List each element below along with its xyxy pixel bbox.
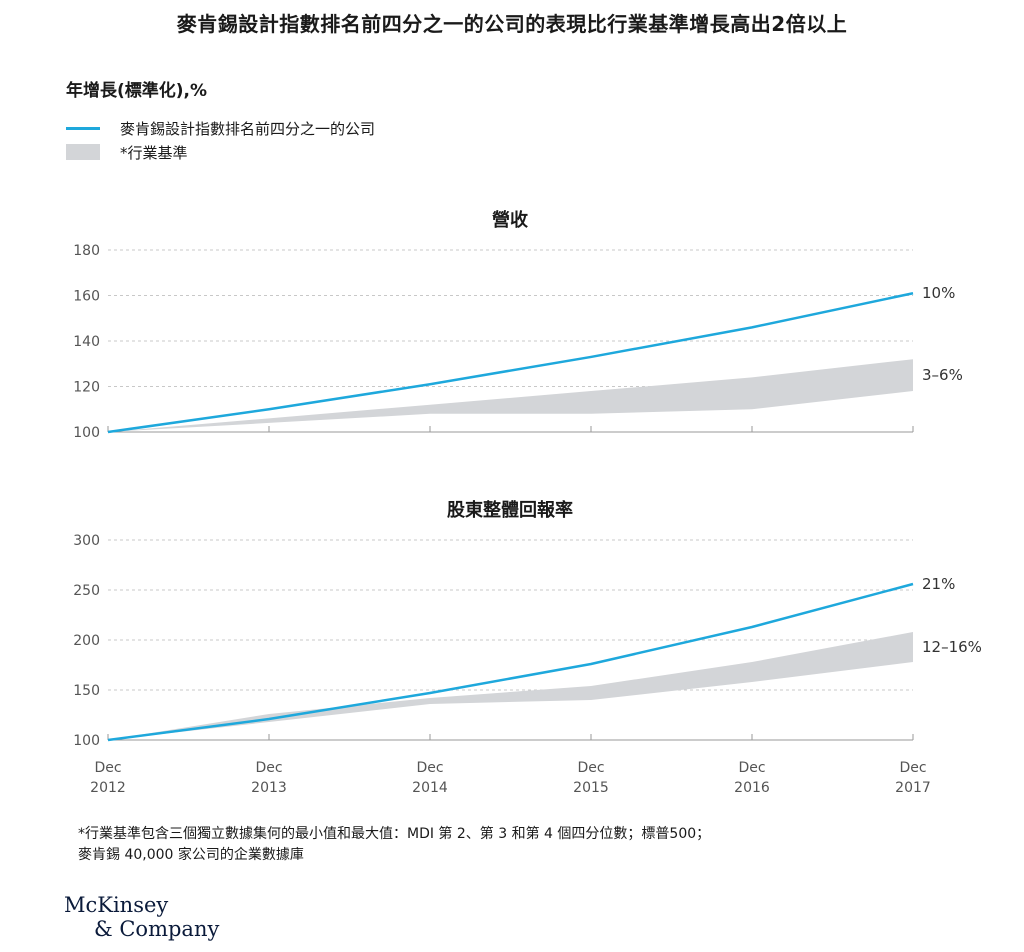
logo-line-1: McKinsey	[64, 893, 219, 917]
y-tick-label: 140	[73, 334, 100, 350]
band-end-label: 12–16%	[922, 638, 982, 656]
y-tick-label: 120	[73, 380, 100, 396]
band-end-label: 3–6%	[922, 366, 963, 384]
x-tick-year: 2015	[573, 780, 609, 796]
x-tick-month: Dec	[255, 760, 282, 776]
x-tick-year: 2017	[895, 780, 931, 796]
y-tick-label: 100	[73, 733, 100, 749]
x-tick-month: Dec	[94, 760, 121, 776]
line-end-label: 10%	[922, 284, 955, 302]
x-tick-month: Dec	[577, 760, 604, 776]
footnote-line-1: *行業基準包含三個獨立數據集何的最小值和最大值：MDI 第 2、第 3 和第 4…	[78, 824, 710, 845]
y-tick-label: 160	[73, 289, 100, 305]
x-tick-month: Dec	[738, 760, 765, 776]
x-tick-year: 2012	[90, 780, 126, 796]
y-tick-label: 250	[73, 583, 100, 599]
x-tick-year: 2013	[251, 780, 287, 796]
footnote-line-2: 麥肯錫 40,000 家公司的企業數據庫	[78, 845, 710, 866]
x-tick-month: Dec	[416, 760, 443, 776]
chart-title: 股東整體回報率	[446, 499, 573, 521]
mckinsey-logo: McKinsey & Company	[64, 893, 219, 941]
x-tick-month: Dec	[899, 760, 926, 776]
y-tick-label: 150	[73, 683, 100, 699]
chart-title: 營收	[492, 209, 528, 231]
line-end-label: 21%	[922, 575, 955, 593]
y-tick-label: 100	[73, 425, 100, 441]
x-tick-year: 2014	[412, 780, 448, 796]
y-tick-label: 180	[73, 243, 100, 259]
x-tick-year: 2016	[734, 780, 770, 796]
y-tick-label: 200	[73, 633, 100, 649]
logo-line-2: & Company	[64, 917, 219, 941]
footnote: *行業基準包含三個獨立數據集何的最小值和最大值：MDI 第 2、第 3 和第 4…	[78, 824, 710, 866]
charts-canvas: 營收 100 120 140 160 180 10% 3–6% 股東整體回報率 100 150 200…	[0, 0, 1024, 952]
y-tick-label: 300	[73, 533, 100, 549]
